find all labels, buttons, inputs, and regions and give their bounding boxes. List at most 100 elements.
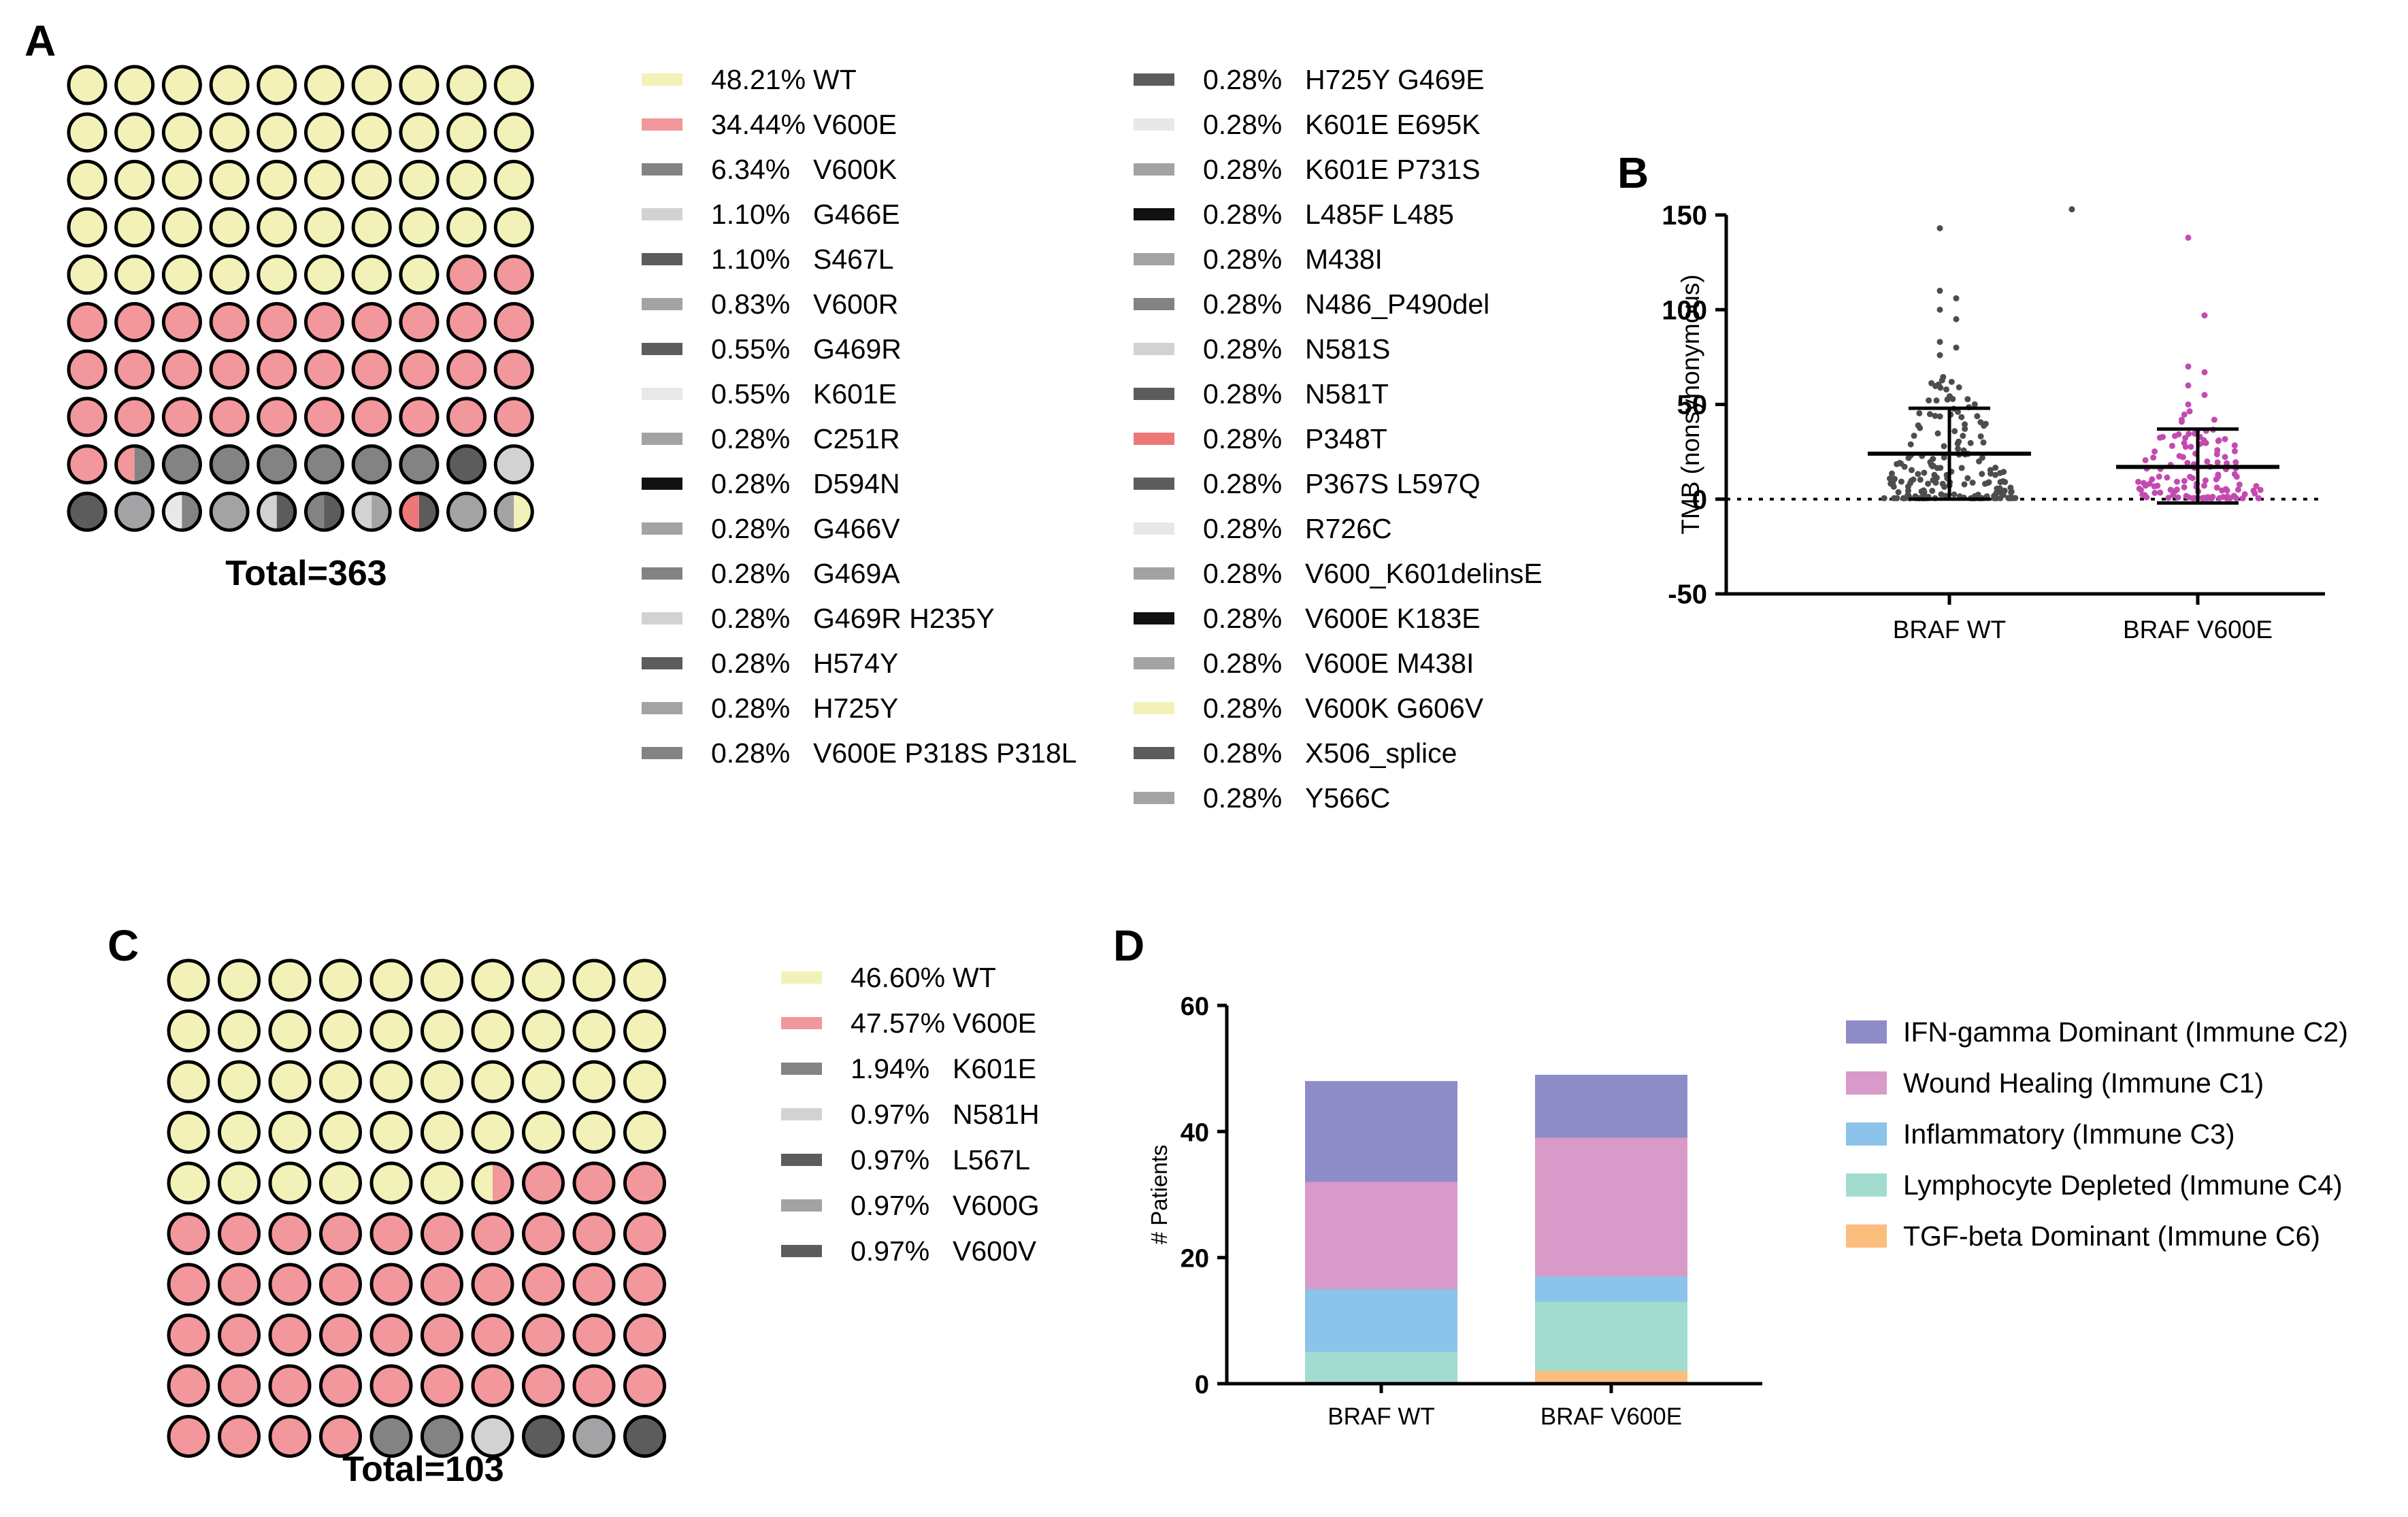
legend-percent: 0.55% — [711, 333, 790, 365]
waffle-cell — [114, 207, 155, 248]
legend-percent: 0.28% — [1203, 782, 1282, 814]
legend-percent: 0.28% — [711, 603, 790, 634]
data-point — [1901, 463, 1908, 470]
data-point — [2213, 476, 2220, 483]
data-point — [2186, 431, 2192, 437]
legend-swatch — [1134, 612, 1174, 624]
data-point — [1948, 378, 1955, 385]
waffle-cell — [522, 1415, 565, 1458]
waffle-cell — [218, 1212, 261, 1255]
data-point — [2185, 234, 2192, 241]
legend-swatch — [642, 612, 682, 624]
waffle-cell — [304, 302, 344, 342]
legend-label: S467L — [813, 244, 894, 275]
waffle-cell — [319, 1364, 362, 1407]
waffle-cell — [319, 958, 362, 1002]
legend-label: V600K G606V — [1305, 693, 1484, 724]
waffle-cell — [351, 444, 392, 485]
waffle-cell-left-half — [353, 493, 372, 531]
waffle-cell — [209, 112, 250, 153]
waffle-cell — [268, 1415, 312, 1458]
data-point — [2178, 418, 2185, 425]
waffle-cell — [161, 397, 202, 437]
waffle-cell — [572, 1010, 616, 1052]
waffle-cell — [167, 1161, 210, 1205]
waffle-cell-right-half — [182, 493, 201, 531]
waffle-cell — [304, 207, 344, 248]
data-point — [2201, 482, 2208, 489]
waffle-cell — [420, 1212, 463, 1255]
data-point — [1889, 480, 1896, 487]
waffle-cell — [161, 444, 202, 485]
waffle-cell — [446, 397, 487, 437]
legend-label: IFN-gamma Dominant (Immune C2) — [1903, 1016, 2348, 1048]
waffle-cell — [161, 491, 202, 532]
waffle-cell — [67, 302, 108, 342]
panel-label-b: B — [1617, 148, 1649, 197]
data-point — [1926, 397, 1932, 404]
legend-swatch — [781, 1063, 822, 1075]
legend-label: TGF-beta Dominant (Immune C6) — [1903, 1220, 2320, 1252]
legend-swatch — [1846, 1020, 1887, 1044]
waffle-cell-left-half — [306, 493, 325, 531]
waffle-cell — [268, 1010, 312, 1052]
legend-percent: 0.28% — [1203, 737, 1282, 769]
waffle-cell — [522, 1364, 565, 1407]
waffle-cell — [369, 1263, 413, 1306]
data-point — [1942, 493, 1949, 499]
waffle-cell — [167, 1364, 210, 1407]
bar-segment — [1305, 1352, 1457, 1384]
waffle-cell — [67, 444, 108, 485]
legend-swatch — [1846, 1224, 1887, 1248]
waffle-cell — [493, 302, 534, 342]
waffle-cell — [257, 159, 297, 200]
data-point — [2202, 477, 2209, 484]
data-point — [1955, 446, 1962, 452]
waffle-cell — [304, 65, 344, 105]
data-point — [1951, 428, 1958, 435]
waffle-cell — [161, 254, 202, 295]
waffle-cell — [114, 254, 155, 295]
legend-swatch — [1134, 298, 1174, 310]
data-point — [2165, 495, 2172, 501]
legend-percent: 48.21% — [711, 64, 806, 95]
legend-percent: 0.97% — [851, 1235, 929, 1267]
waffle-cell — [572, 1263, 616, 1306]
data-point — [1941, 443, 1947, 450]
waffle-cell — [471, 1161, 514, 1205]
waffle-cell — [304, 397, 344, 437]
waffle-cell — [493, 112, 534, 153]
waffle-cell — [420, 1263, 463, 1306]
waffle-cell — [67, 112, 108, 153]
legend-swatch — [1134, 253, 1174, 265]
waffle-cell — [471, 1010, 514, 1052]
legend-label: K601E P731S — [1305, 154, 1481, 185]
data-point — [1916, 410, 1923, 416]
waffle-cell-left-half — [400, 493, 419, 531]
legend-percent: 0.28% — [711, 693, 790, 724]
legend-swatch — [781, 971, 822, 984]
data-point — [1927, 459, 1934, 465]
data-point — [1929, 488, 1936, 495]
waffle-cell — [351, 397, 392, 437]
data-point — [1993, 490, 2000, 497]
data-point — [1960, 433, 1966, 439]
data-point — [1933, 397, 1940, 404]
waffle-cell — [67, 491, 108, 532]
data-point — [2234, 486, 2241, 493]
legend-percent: 0.28% — [711, 468, 790, 499]
legend-swatch — [642, 433, 682, 445]
waffle-cell — [268, 1314, 312, 1356]
legend-label: G466V — [813, 513, 900, 544]
legend-swatch — [1134, 567, 1174, 580]
data-point — [2167, 486, 2174, 493]
waffle-cell — [351, 254, 392, 295]
legend-label: X506_splice — [1305, 737, 1457, 769]
waffle-cell — [257, 254, 297, 295]
legend-swatch — [1134, 702, 1174, 714]
waffle-cell — [446, 254, 487, 295]
bar-segment — [1535, 1137, 1687, 1277]
legend-label: N581S — [1305, 333, 1390, 365]
waffle-cell — [167, 1263, 210, 1306]
